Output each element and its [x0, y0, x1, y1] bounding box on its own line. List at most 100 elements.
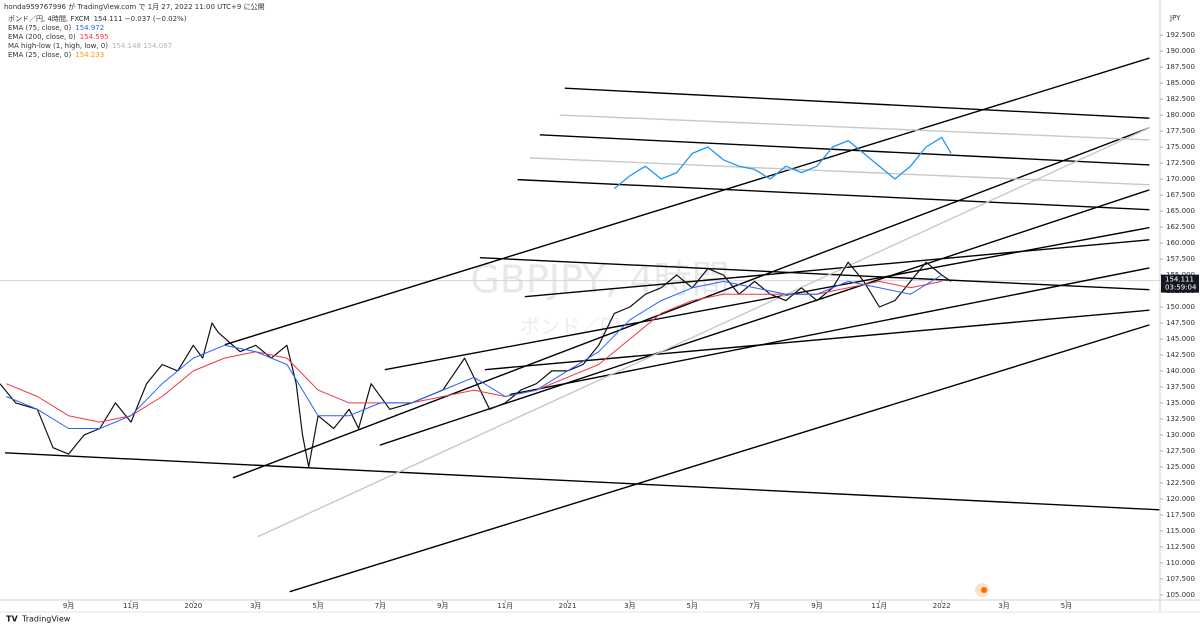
y-tick-label: 112.500 [1166, 543, 1195, 551]
y-tick-label: 182.500 [1166, 95, 1195, 103]
legend-label: ポンド／円, 4時間, FXCM [8, 15, 90, 23]
legend-item: MA high-low (1, high, low, 0) 154.148 154… [8, 42, 172, 50]
series-line [0, 261, 952, 468]
y-tick-label: 170.000 [1166, 175, 1195, 183]
legend-item: EMA (200, close, 0) 154.595 [8, 33, 109, 41]
legend-value: 154.972 [75, 24, 104, 32]
footer-brand: TradingView [21, 615, 71, 624]
y-tick-label: 140.000 [1166, 367, 1195, 375]
y-tick-label: 130.000 [1166, 431, 1195, 439]
trend-line [559, 114, 1150, 141]
y-tick-label: 157.500 [1166, 255, 1195, 263]
trend-line [517, 178, 1150, 211]
legend-label: EMA (200, close, 0) [8, 33, 76, 41]
last-price-badge [1161, 274, 1199, 293]
currency-label: JPY [1169, 14, 1181, 22]
trend-line [4, 452, 1160, 511]
trend-line [257, 127, 1150, 538]
x-tick-label: 2021 [559, 602, 577, 610]
legend-label: EMA (75, close, 0) [8, 24, 71, 32]
x-tick-label: 11月 [497, 602, 513, 610]
trend-line [289, 324, 1150, 593]
trend-line [379, 189, 1150, 446]
legend-label: MA high-low (1, high, low, 0) [8, 42, 108, 50]
y-tick-label: 137.500 [1166, 383, 1195, 391]
trend-line [479, 256, 1150, 291]
footer-logo: TV [6, 615, 18, 624]
axes: 105.000 107.500 110.000 112.500 115.000 117.5… [63, 14, 1199, 610]
icon [981, 587, 987, 593]
y-tick-label: 185.000 [1166, 79, 1195, 87]
y-tick-label: 160.000 [1166, 239, 1195, 247]
y-tick-label: 125.000 [1166, 463, 1195, 471]
trend-line [529, 157, 1150, 186]
trend-line [232, 127, 1150, 479]
y-tick-label: 135.000 [1166, 399, 1195, 407]
plot-area [0, 57, 1160, 593]
y-tick-label: 142.500 [1166, 351, 1195, 359]
legend-value: 154.148 154.097 [112, 42, 172, 50]
trend-line [509, 267, 1150, 396]
y-tick-label: 145.000 [1166, 335, 1195, 343]
x-tick-label: 9月 [437, 602, 448, 610]
y-tick-label: 147.500 [1166, 319, 1195, 327]
y-tick-label: 115.000 [1166, 527, 1195, 535]
x-tick-label: 3月 [998, 602, 1009, 610]
legend-item: ポンド／円, 4時間, FXCM 154.111 −0.037 (−0.02%) [8, 15, 187, 23]
y-tick-label: 117.500 [1166, 511, 1195, 519]
y-tick-label: 132.500 [1166, 415, 1195, 423]
y-tick-label: 180.000 [1166, 111, 1195, 119]
y-tick-label: 110.000 [1166, 559, 1195, 567]
x-tick-label: 5月 [687, 602, 698, 610]
trend-line [224, 57, 1150, 346]
legend-item: EMA (25, close, 0) 154.233 [8, 51, 104, 59]
legend: ポンド／円, 4時間, FXCM 154.111 −0.037 (−0.02%)E… [8, 15, 187, 59]
trend-line [484, 309, 1150, 371]
trend-line [564, 87, 1150, 119]
x-tick-label: 5月 [1061, 602, 1072, 610]
countdown-label: 03:59:04 [1165, 284, 1197, 292]
series-line [6, 274, 942, 429]
y-tick-label: 107.500 [1166, 575, 1195, 583]
y-tick-label: 105.000 [1166, 591, 1195, 599]
watermark: GBPJPY, 4時間 ポンド／円 [470, 258, 729, 339]
legend-value: 154.233 [75, 51, 104, 59]
last-price-label: 154.111 [1165, 276, 1194, 284]
x-tick-label: 11月 [871, 602, 887, 610]
trend-line [524, 239, 1150, 298]
y-tick-label: 165.000 [1166, 207, 1195, 215]
publisher: honda959767996 が TradingView.com で 1月 27… [4, 2, 265, 11]
y-tick-label: 122.500 [1166, 479, 1195, 487]
y-tick-label: 177.500 [1166, 127, 1195, 135]
y-tick-label: 175.000 [1166, 143, 1195, 151]
watermark-symbol: GBPJPY, 4時間 [470, 258, 729, 302]
x-tick-label: 9月 [811, 602, 822, 610]
x-tick-label: 3月 [250, 602, 261, 610]
y-tick-label: 190.000 [1166, 47, 1195, 55]
series-line [613, 136, 952, 190]
legend-value: 154.595 [80, 33, 109, 41]
x-tick-label: 7月 [749, 602, 760, 610]
x-tick-label: 5月 [312, 602, 323, 610]
y-tick-label: 150.000 [1166, 303, 1195, 311]
x-tick-label: 9月 [63, 602, 74, 610]
legend-label: EMA (25, close, 0) [8, 51, 71, 59]
legend-value: 154.111 −0.037 (−0.02%) [94, 15, 187, 23]
x-tick-label: 2022 [933, 602, 951, 610]
y-tick-label: 120.000 [1166, 495, 1195, 503]
trend-line [539, 134, 1150, 166]
x-tick-label: 7月 [375, 602, 386, 610]
legend-item: EMA (75, close, 0) 154.972 [8, 24, 104, 32]
y-tick-label: 172.500 [1166, 159, 1195, 167]
y-tick-label: 192.500 [1166, 31, 1195, 39]
y-tick-label: 162.500 [1166, 223, 1195, 231]
y-tick-label: 187.500 [1166, 63, 1195, 71]
y-tick-label: 127.500 [1166, 447, 1195, 455]
x-tick-label: 11月 [123, 602, 139, 610]
x-tick-label: 3月 [624, 602, 635, 610]
y-tick-label: 167.500 [1166, 191, 1195, 199]
x-tick-label: 2020 [184, 602, 202, 610]
